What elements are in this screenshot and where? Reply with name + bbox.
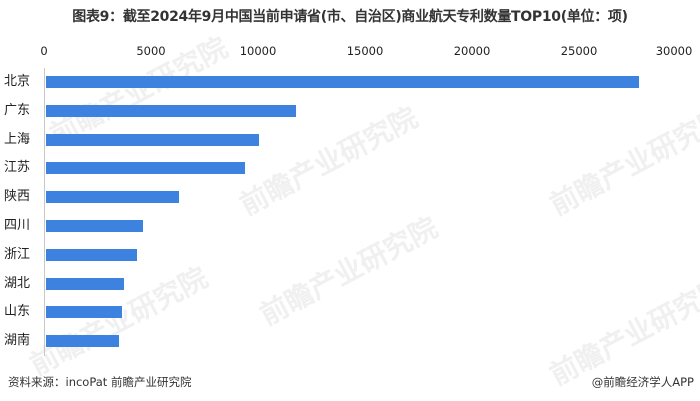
x-tick: 25000 xyxy=(560,44,598,58)
category-label: 北京 xyxy=(4,74,31,89)
category-label: 湖南 xyxy=(4,333,31,349)
watermark: 前瞻产业研究院 xyxy=(544,100,700,222)
chart-title: 图表9：截至2024年9月中国当前申请省(市、自治区)商业航天专利数量TOP10… xyxy=(72,9,628,25)
bar xyxy=(46,335,119,348)
category-label: 上海 xyxy=(4,131,31,147)
category-label: 四川 xyxy=(4,218,31,233)
x-tick: 20000 xyxy=(453,44,491,58)
watermark: 前瞻产业研究院 xyxy=(24,260,213,382)
x-tick: 30000 xyxy=(655,44,693,58)
bar xyxy=(46,220,143,232)
bar xyxy=(46,162,246,175)
watermark: 前瞻产业研究院 xyxy=(254,210,443,332)
x-tick: 10000 xyxy=(239,44,277,58)
source-note: 资料来源：incoPat 前瞻产业研究院 xyxy=(8,375,192,389)
category-label: 江苏 xyxy=(4,160,31,176)
category-label: 广东 xyxy=(4,102,31,118)
bar xyxy=(46,133,259,146)
bar xyxy=(46,306,122,319)
bar xyxy=(46,277,125,290)
category-label: 陕西 xyxy=(4,189,31,205)
x-tick: 15000 xyxy=(346,44,384,58)
category-label: 浙江 xyxy=(4,246,31,262)
category-label: 湖北 xyxy=(4,275,31,291)
credit-note: @前瞻经济学人APP xyxy=(591,375,694,389)
x-tick: 5000 xyxy=(136,44,166,58)
y-axis-line xyxy=(44,68,45,356)
bar xyxy=(46,104,297,117)
bar xyxy=(46,248,137,261)
bar xyxy=(46,76,639,88)
bar xyxy=(46,191,179,204)
category-label: 山东 xyxy=(4,304,31,320)
x-tick: 0 xyxy=(40,44,48,58)
